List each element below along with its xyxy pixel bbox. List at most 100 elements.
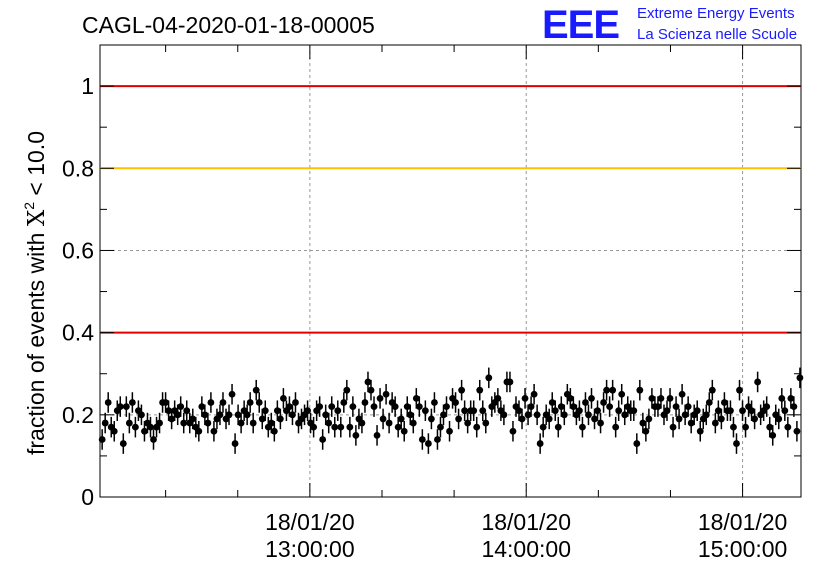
data-point (177, 396, 185, 417)
marker (717, 415, 725, 423)
marker (421, 407, 429, 415)
marker (711, 419, 719, 427)
data-point (663, 400, 671, 421)
data-point (509, 420, 517, 442)
marker (394, 423, 402, 431)
marker (769, 431, 777, 439)
data-point (292, 392, 299, 413)
marker (273, 407, 281, 415)
marker (337, 423, 345, 431)
data-point (733, 433, 740, 454)
y-tick-label: 0.4 (62, 320, 94, 346)
data-point (382, 384, 390, 405)
marker (364, 378, 372, 386)
data-point (452, 392, 459, 413)
data-point (494, 388, 502, 409)
data-point (576, 400, 583, 421)
data-point (669, 416, 677, 438)
logo-line2: La Scienza nelle Scuole (637, 26, 797, 43)
marker (110, 427, 118, 435)
marker (603, 386, 611, 394)
marker (793, 427, 801, 435)
marker (147, 423, 154, 431)
marker (331, 423, 339, 431)
x-tick-label-date: 18/01/20 (265, 509, 355, 535)
data-point (138, 404, 145, 426)
marker (228, 390, 236, 398)
marker (521, 394, 529, 402)
marker (618, 390, 626, 398)
reference-lines (100, 85, 801, 334)
marker (258, 415, 266, 423)
marker (376, 394, 384, 402)
data-point (116, 396, 124, 417)
marker (733, 440, 740, 447)
data-point (693, 400, 701, 421)
data-point (672, 396, 680, 417)
marker (751, 415, 759, 423)
marker (787, 394, 795, 402)
marker (506, 378, 514, 386)
x-tick-label-date: 18/01/20 (481, 509, 571, 535)
marker (237, 419, 245, 427)
data-point (231, 433, 239, 454)
marker (452, 399, 459, 406)
marker (470, 407, 478, 415)
data-point (252, 379, 260, 401)
marker (693, 407, 701, 415)
marker (790, 403, 798, 410)
data-point (579, 416, 586, 438)
marker (125, 419, 133, 427)
data-point (730, 416, 737, 438)
marker (252, 386, 260, 394)
marker (367, 386, 375, 394)
data-point (717, 408, 725, 430)
marker (642, 427, 650, 435)
marker (267, 419, 275, 427)
marker (754, 378, 762, 386)
data-point (237, 412, 245, 434)
data-point (588, 388, 595, 409)
marker (669, 423, 677, 431)
marker (636, 386, 644, 394)
marker (168, 415, 176, 423)
marker (231, 440, 239, 447)
data-point (98, 429, 106, 450)
data-point (437, 416, 444, 438)
marker (201, 411, 209, 419)
data-point (409, 412, 417, 434)
data-point (533, 404, 541, 426)
data-point (255, 392, 263, 413)
marker (195, 427, 203, 435)
data-point (276, 408, 284, 430)
marker (431, 399, 438, 406)
marker (615, 407, 623, 415)
data-point (645, 408, 653, 430)
data-point (110, 420, 118, 442)
marker (207, 399, 215, 406)
marker (591, 415, 598, 423)
data-point (482, 412, 490, 434)
data-point (424, 433, 432, 454)
data-point (612, 416, 620, 438)
data-point (600, 392, 607, 413)
data-point (500, 404, 508, 426)
marker (334, 407, 342, 415)
marker (515, 407, 523, 415)
data-point (279, 388, 287, 409)
marker (183, 407, 191, 415)
data-point (711, 412, 719, 434)
marker (349, 403, 357, 410)
data-point (708, 379, 716, 401)
marker (485, 374, 493, 382)
marker (742, 423, 749, 431)
data-point (618, 384, 626, 405)
data-point (633, 433, 641, 454)
data-point (470, 400, 478, 421)
marker (255, 399, 263, 406)
marker (304, 407, 311, 415)
marker (681, 411, 689, 419)
data-point (358, 412, 366, 434)
marker (162, 399, 169, 406)
plot-frame (99, 44, 802, 498)
